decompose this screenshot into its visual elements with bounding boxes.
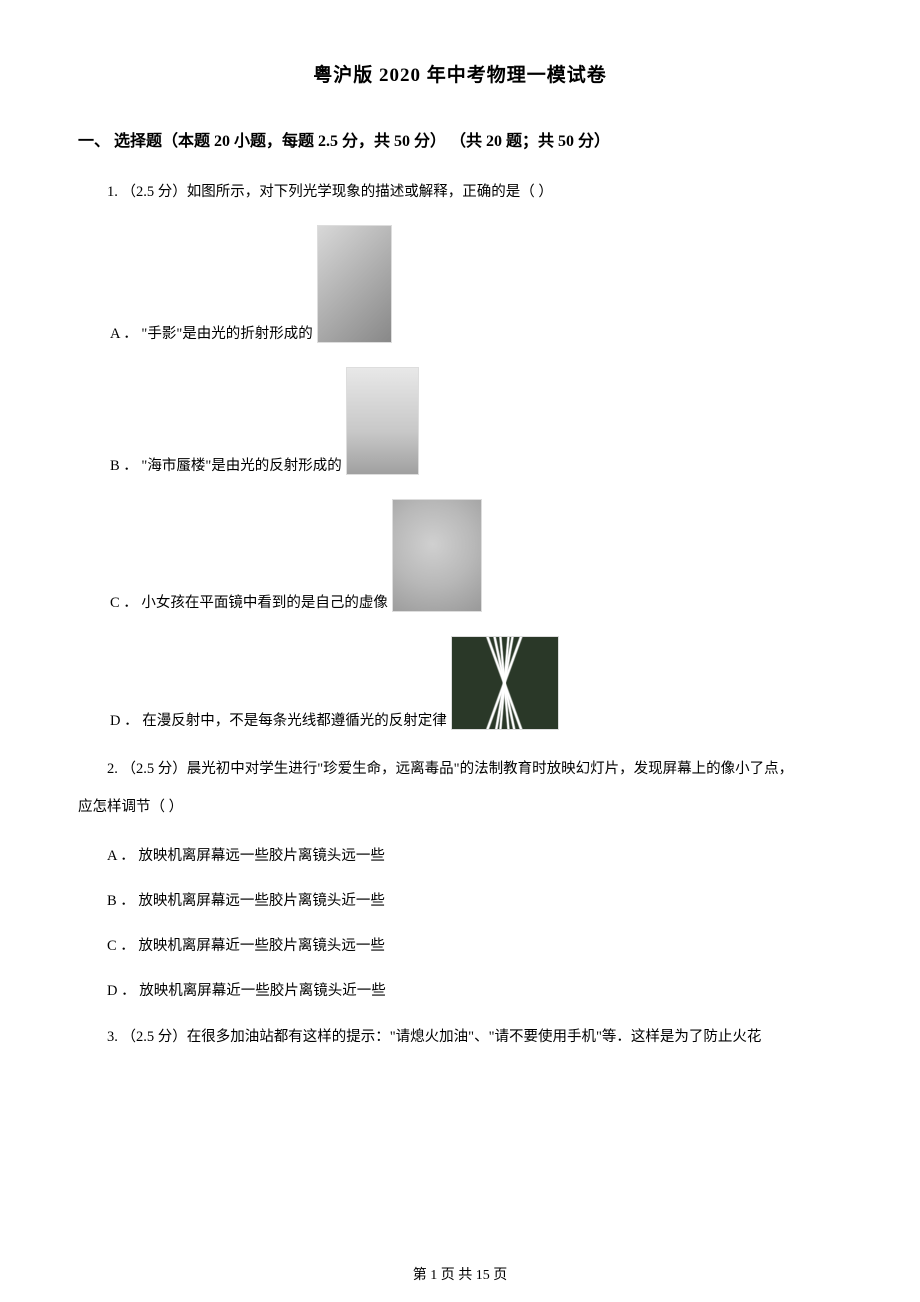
q2-stem-line1: 2. （2.5 分）晨光初中对学生进行"珍爱生命，远离毒品"的法制教育时放映幻灯… <box>78 754 842 786</box>
q1-stem: 1. （2.5 分）如图所示，对下列光学现象的描述或解释，正确的是（ ） <box>78 179 842 205</box>
q1-option-d-image <box>451 636 559 730</box>
q1-option-c-text: C ． 小女孩在平面镜中看到的是自己的虚像 <box>110 591 388 612</box>
page-footer: 第 1 页 共 15 页 <box>0 1264 920 1284</box>
q3-stem: 3. （2.5 分）在很多加油站都有这样的提示："请熄火加油"、"请不要使用手机… <box>78 1024 842 1050</box>
q1-option-a-text: A ． "手影"是由光的折射形成的 <box>110 322 313 343</box>
q2-option-b: B ． 放映机离屏幕远一些胶片离镜头近一些 <box>107 889 842 910</box>
q1-option-b-row: B ． "海市蜃楼"是由光的反射形成的 <box>110 367 842 475</box>
q1-option-b-image <box>346 367 419 475</box>
q1-option-d-row: D ． 在漫反射中，不是每条光线都遵循光的反射定律 <box>110 636 842 730</box>
q1-option-c-row: C ． 小女孩在平面镜中看到的是自己的虚像 <box>110 499 842 612</box>
q1-option-a-image <box>317 225 392 343</box>
q1-option-c-image <box>392 499 482 612</box>
q2-stem-line2: 应怎样调节（ ） <box>78 792 842 824</box>
q1-option-b-text: B ． "海市蜃楼"是由光的反射形成的 <box>110 454 342 475</box>
q2-option-a: A ． 放映机离屏幕远一些胶片离镜头远一些 <box>107 844 842 865</box>
q2-option-c: C ． 放映机离屏幕近一些胶片离镜头远一些 <box>107 934 842 955</box>
page-title: 粤沪版 2020 年中考物理一模试卷 <box>78 60 842 87</box>
q1-option-d-text: D ． 在漫反射中，不是每条光线都遵循光的反射定律 <box>110 709 447 730</box>
section-header: 一、 选择题（本题 20 小题，每题 2.5 分，共 50 分） （共 20 题… <box>78 127 842 151</box>
q2-option-d: D ． 放映机离屏幕近一些胶片离镜头近一些 <box>107 979 842 1000</box>
q1-option-a-row: A ． "手影"是由光的折射形成的 <box>110 225 842 343</box>
